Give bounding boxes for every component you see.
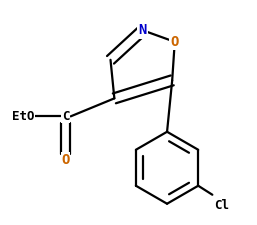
Text: Cl: Cl <box>214 199 229 212</box>
Text: N: N <box>139 23 147 37</box>
Text: C: C <box>62 110 69 123</box>
Text: O: O <box>61 153 70 167</box>
Text: O: O <box>171 35 179 49</box>
Text: EtO: EtO <box>12 110 34 123</box>
